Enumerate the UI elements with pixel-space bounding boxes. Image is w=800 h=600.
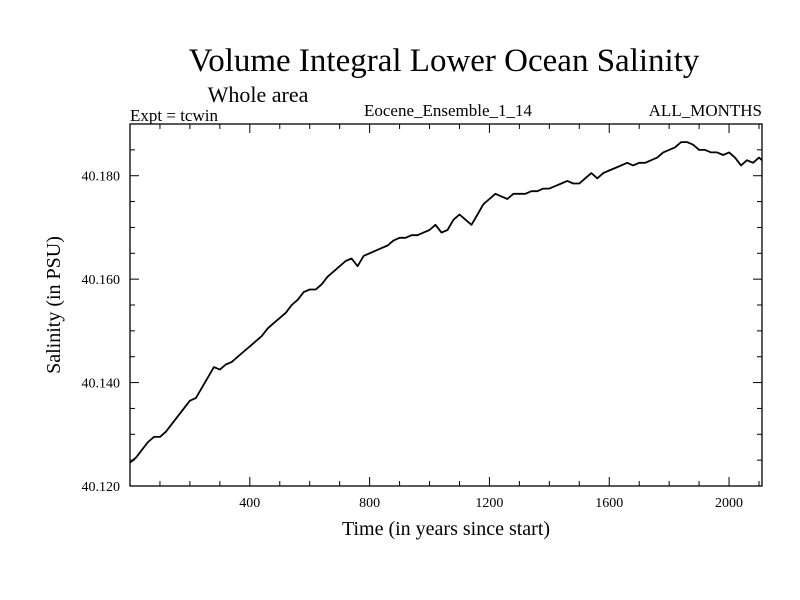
x-tick-label: 2000	[715, 496, 743, 511]
x-tick-label: 1200	[475, 496, 503, 511]
header-right: ALL_MONTHS	[649, 101, 762, 120]
header-center: Eocene_Ensemble_1_14	[364, 101, 533, 120]
y-axis-label: Salinity (in PSU)	[43, 236, 65, 374]
chart-title: Volume Integral Lower Ocean Salinity	[189, 43, 700, 79]
y-axis-ticks	[130, 149, 762, 461]
salinity-series-line	[129, 141, 763, 464]
y-tick-label: 40.160	[82, 273, 121, 288]
series-layer	[129, 141, 763, 464]
chart-subtitle: Whole area	[208, 82, 309, 107]
y-tick-label: 40.120	[82, 480, 121, 495]
x-axis-ticks	[159, 124, 760, 486]
x-tick-label: 800	[359, 496, 380, 511]
y-tick-label: 40.180	[82, 170, 121, 185]
header-left: Expt = tcwin	[130, 106, 218, 125]
y-axis-tick-labels: 40.120 40.140 40.160 40.180	[82, 170, 121, 495]
y-tick-label: 40.140	[82, 377, 121, 392]
plot-frame	[129, 123, 763, 487]
x-tick-label: 1600	[595, 496, 623, 511]
x-axis-label: Time (in years since start)	[342, 518, 550, 540]
x-axis-tick-labels: 400 800 1200 1600 2000	[239, 496, 743, 511]
x-tick-label: 400	[239, 496, 260, 511]
